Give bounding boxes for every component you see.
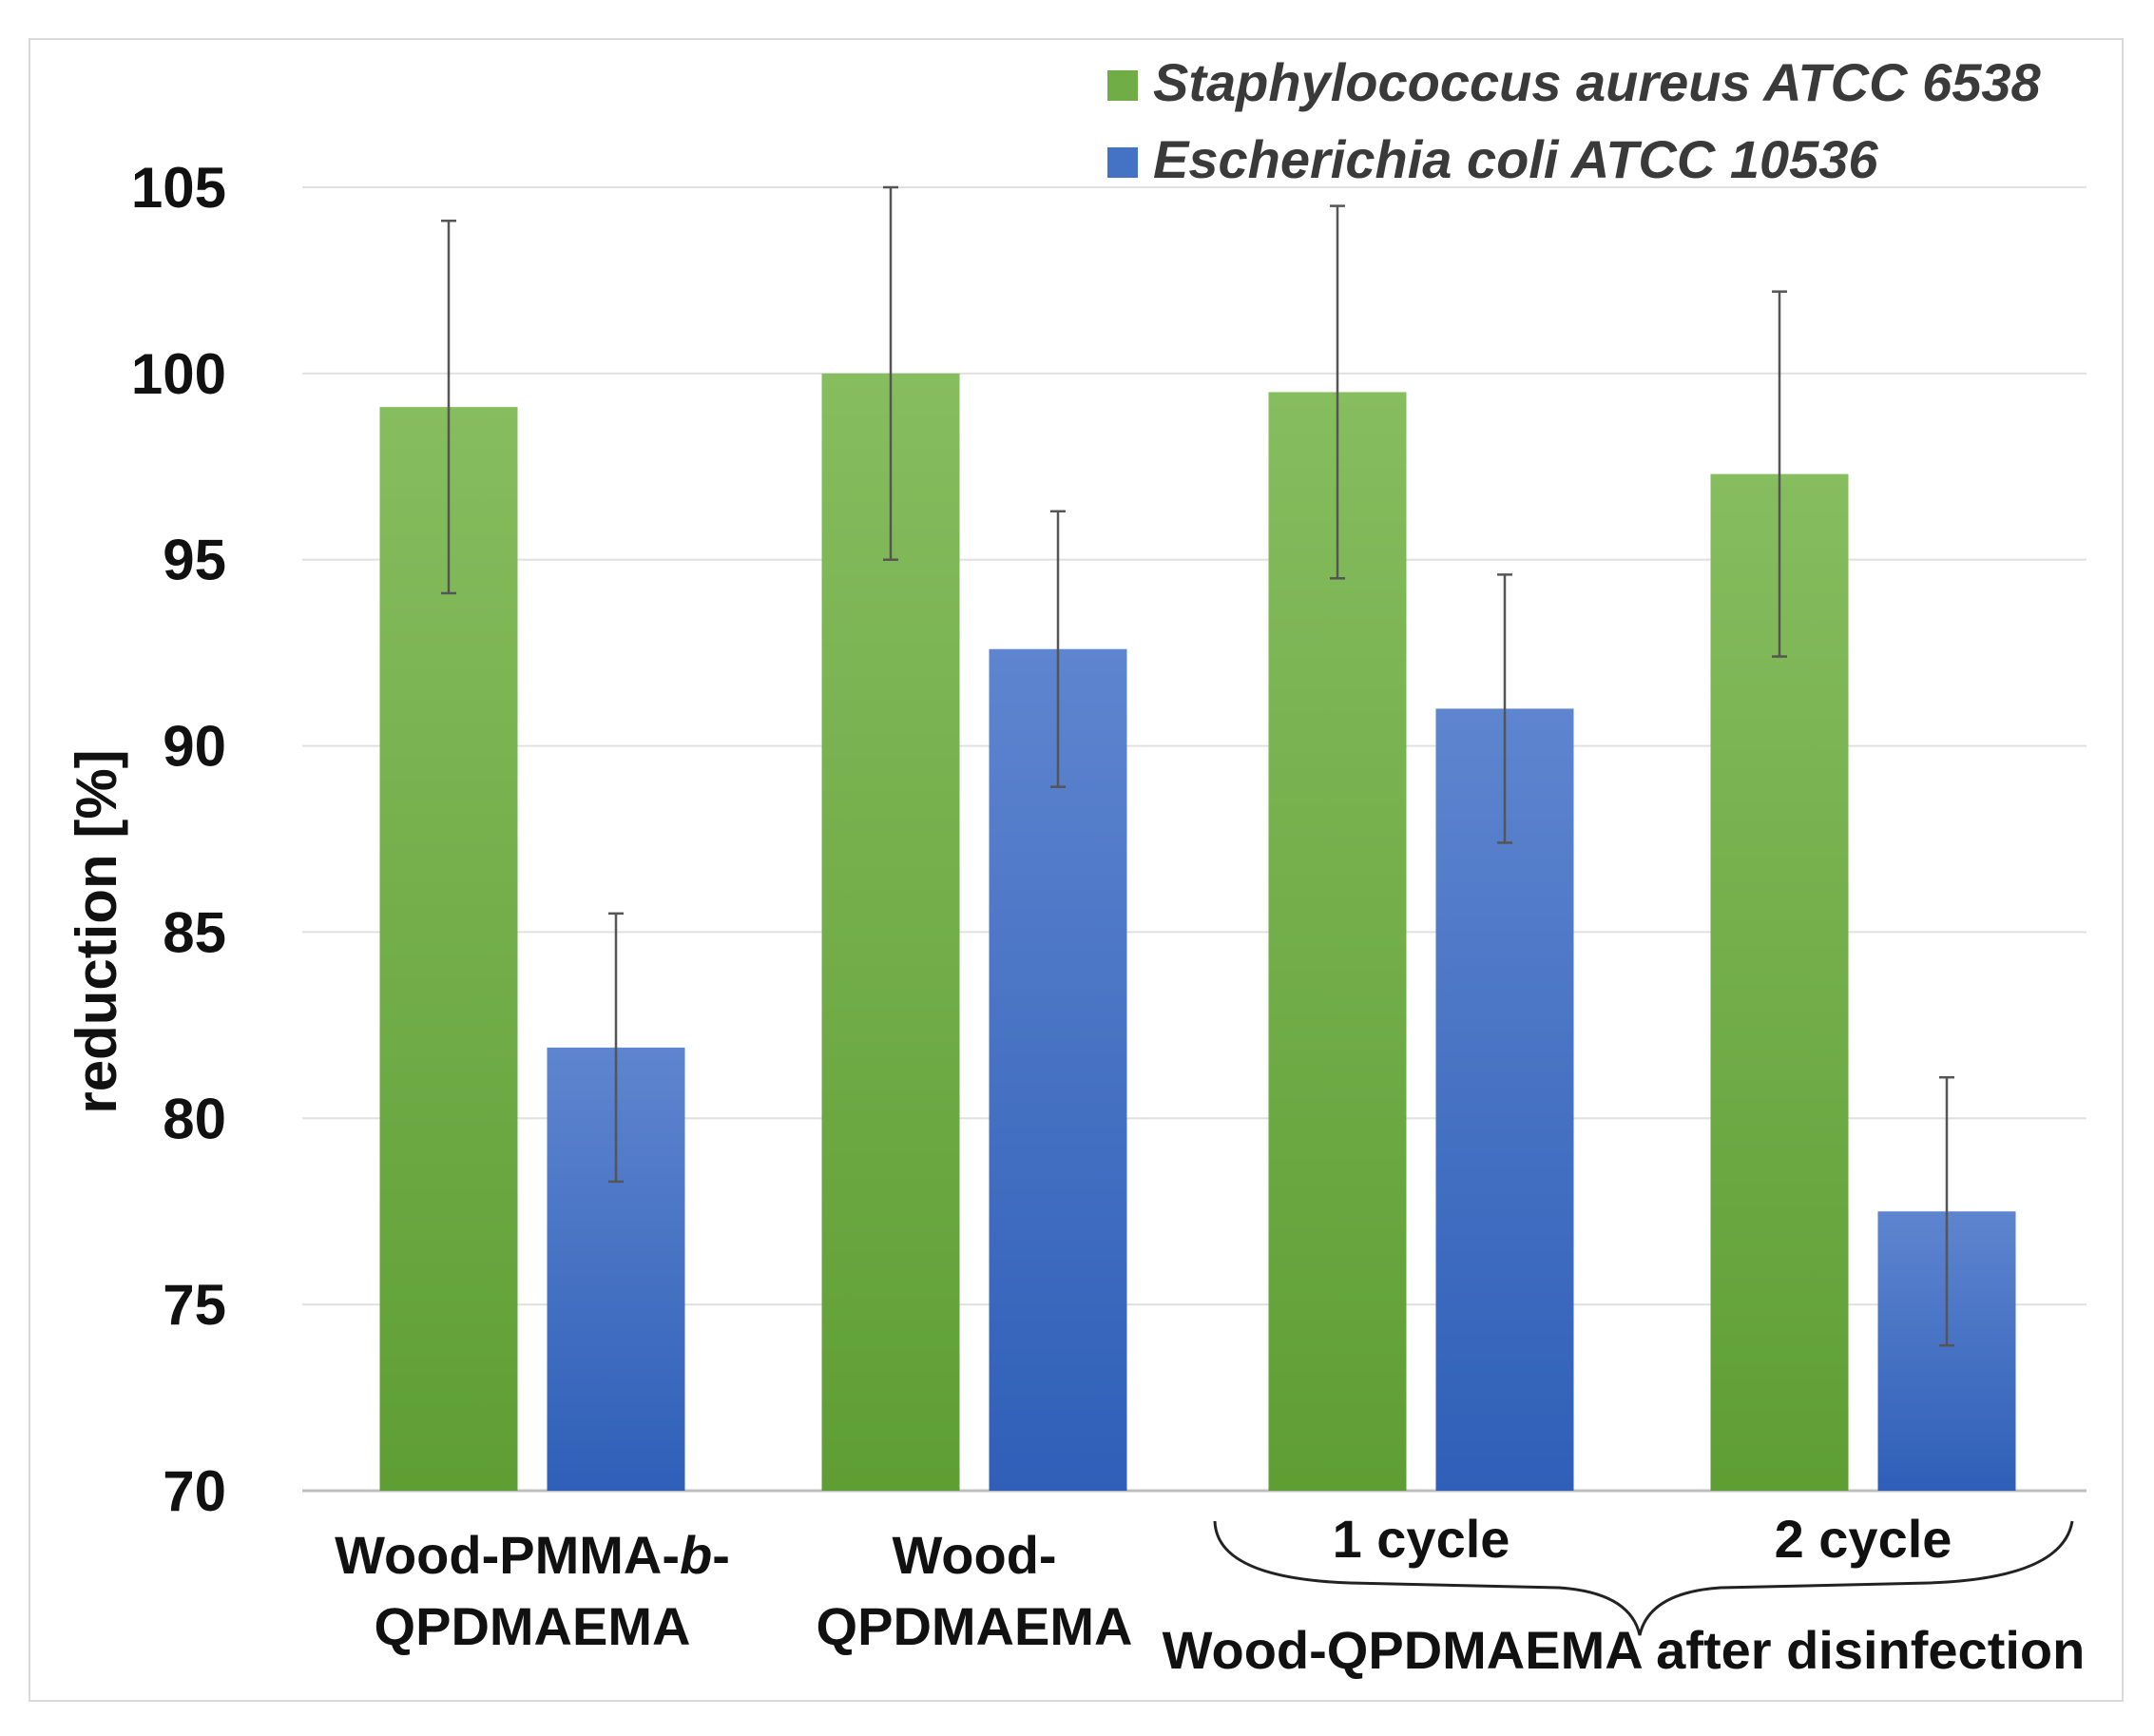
legend-swatch-e-coli <box>1107 147 1138 178</box>
group-label: Wood-QPDMAEMA after disinfection <box>1163 1620 2086 1680</box>
legend-label-s-aureus: Staphylococcus aureus ATCC 6538 <box>1153 52 2042 112</box>
legend-label-e-coli: Escherichia coli ATCC 10536 <box>1153 129 1878 189</box>
legend-swatch-s-aureus <box>1107 70 1138 101</box>
y-tick-label-70: 70 <box>163 1459 226 1523</box>
y-tick-label-105: 105 <box>131 156 226 220</box>
bar-e-coli-2 <box>989 648 1127 1491</box>
category-label-1-line2: QPDMAEMA <box>375 1596 691 1656</box>
y-axis-label: reduction [%] <box>65 749 128 1113</box>
error-bars <box>441 185 1954 1347</box>
category-label-2-line2: QPDMAEMA <box>817 1596 1133 1656</box>
y-tick-label-80: 80 <box>163 1087 226 1150</box>
y-tick-labels: 70 75 80 85 90 95 100 105 <box>131 156 226 1523</box>
y-tick-label-90: 90 <box>163 715 226 779</box>
category-label-4: 2 cycle <box>1775 1509 1952 1569</box>
y-tick-label-95: 95 <box>163 529 226 592</box>
y-tick-label-75: 75 <box>163 1273 226 1337</box>
group-brace <box>1213 1520 2074 1636</box>
category-label-1-line1: Wood-PMMA-b- <box>335 1525 730 1585</box>
y-tick-label-100: 100 <box>131 342 226 406</box>
category-label-3: 1 cycle <box>1333 1509 1510 1569</box>
y-tick-label-85: 85 <box>163 900 226 964</box>
category-label-2-line1: Wood- <box>892 1525 1056 1585</box>
